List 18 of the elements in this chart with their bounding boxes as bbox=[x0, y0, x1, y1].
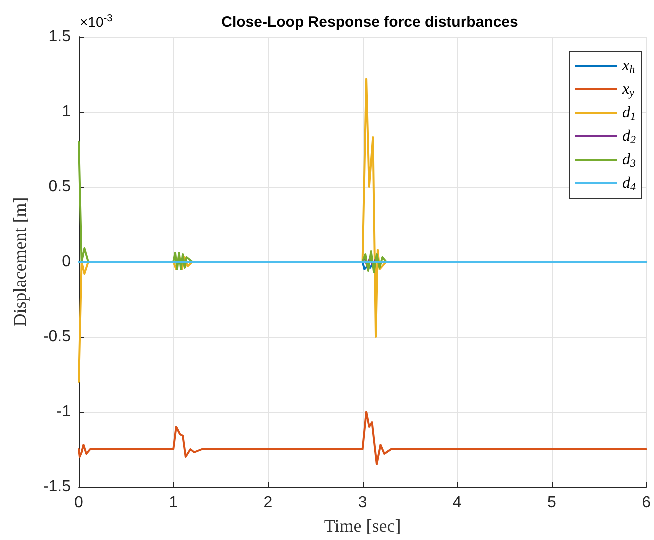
y-tick-label: -1.5 bbox=[43, 478, 72, 496]
x-tick-label: 1 bbox=[169, 494, 178, 512]
y-tick-label: -0.5 bbox=[43, 328, 72, 346]
y-tick-label: 0.5 bbox=[48, 178, 72, 196]
x-tick-label: 5 bbox=[548, 494, 557, 512]
x-tick-label: 4 bbox=[452, 494, 462, 512]
x-tick-label: 2 bbox=[264, 494, 273, 512]
y-tick-label: 1.5 bbox=[48, 28, 72, 46]
y-tick-label: 1 bbox=[62, 104, 72, 120]
line-series bbox=[78, 411, 648, 466]
x-tick-label: 0 bbox=[74, 494, 84, 512]
x-axis-title: Time [sec] bbox=[324, 516, 402, 536]
x-tick-label: 6 bbox=[642, 494, 652, 512]
y-tick-label: 0 bbox=[62, 254, 72, 270]
x-tick-label: 3 bbox=[358, 494, 368, 512]
y-tick-label: -1 bbox=[56, 404, 72, 420]
y-axis-title: Displacement [m] bbox=[10, 197, 30, 327]
chart-title: Close-Loop Response force disturbances bbox=[222, 14, 518, 31]
